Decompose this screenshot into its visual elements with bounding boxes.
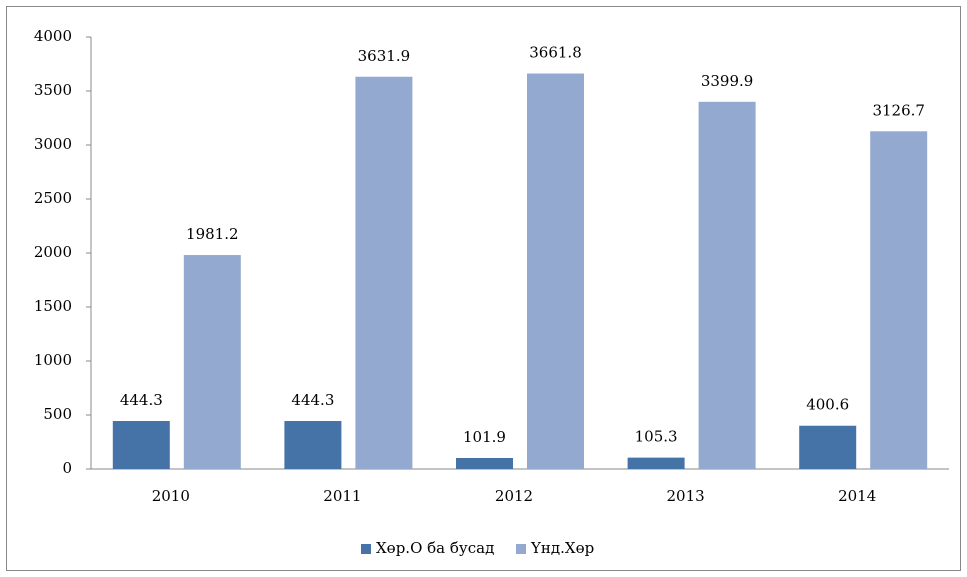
data-label: 3631.9 [358,47,411,65]
bar [627,457,685,469]
data-label: 400.6 [806,396,849,414]
y-tick-label: 1000 [34,351,72,369]
legend-swatch [361,544,371,554]
data-label: 101.9 [463,428,506,446]
chart-border [6,6,961,571]
bar [355,76,413,470]
y-tick-label: 3000 [34,135,72,153]
data-label: 3399.9 [701,72,754,90]
bar [527,73,584,469]
y-tick-label: 1500 [34,297,72,315]
y-tick-label: 2500 [34,189,72,207]
bar [870,131,928,469]
data-label: 105.3 [635,428,678,446]
y-tick-label: 2000 [34,243,72,261]
bar [456,457,513,469]
y-tick-label: 3500 [34,81,72,99]
legend-label: Хөр.О ба бусад [376,539,494,557]
x-tick-label: 2013 [667,487,705,505]
x-tick-label: 2014 [838,487,876,505]
x-tick-label: 2010 [152,487,190,505]
bar [698,101,756,470]
data-label: 444.3 [291,391,334,409]
y-tick-label: 0 [62,459,72,477]
bar [284,421,342,469]
x-tick-label: 2012 [495,487,533,505]
data-label: 1981.2 [186,225,239,243]
x-tick-label: 2011 [323,487,361,505]
data-label: 3126.7 [872,101,925,119]
bar [183,255,241,469]
y-tick-label: 4000 [34,27,72,45]
legend-swatch [516,544,526,554]
data-label: 3661.8 [529,44,582,62]
y-tick-label: 500 [43,405,72,423]
data-label: 444.3 [120,391,163,409]
bar [799,425,857,469]
legend-label: Үнд.Хөр [530,539,594,557]
bar [112,421,170,469]
